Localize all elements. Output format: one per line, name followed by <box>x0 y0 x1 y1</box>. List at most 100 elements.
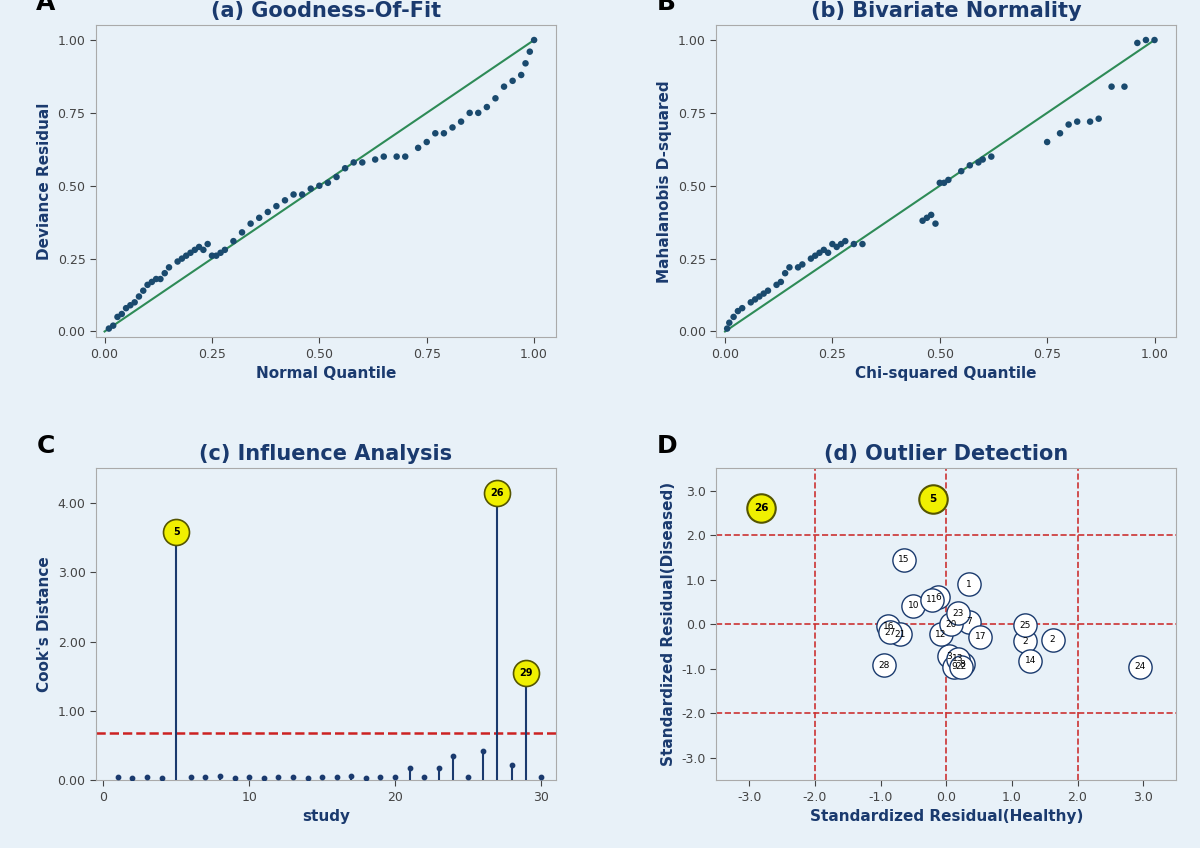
Point <box>151 272 170 286</box>
Point <box>138 278 157 292</box>
Y-axis label: Cook's Distance: Cook's Distance <box>37 556 52 692</box>
Point <box>823 237 842 251</box>
Point <box>971 630 990 644</box>
Point <box>460 106 479 120</box>
Point <box>973 153 992 166</box>
Point <box>890 628 910 641</box>
Point <box>1130 660 1150 673</box>
Text: 7: 7 <box>966 617 972 627</box>
Point <box>190 240 209 254</box>
Point <box>469 106 488 120</box>
Point <box>122 772 142 785</box>
Point <box>1136 33 1156 47</box>
Point <box>944 660 964 673</box>
Point <box>108 770 127 784</box>
X-axis label: Standardized Residual(Healthy): Standardized Residual(Healthy) <box>810 809 1082 824</box>
Point <box>728 304 748 318</box>
Point <box>1080 114 1099 128</box>
Text: 23: 23 <box>953 609 964 617</box>
Point <box>881 626 900 639</box>
Point <box>258 205 277 219</box>
Point <box>732 301 751 315</box>
Text: 5: 5 <box>930 494 937 504</box>
Text: 9: 9 <box>952 662 956 671</box>
Point <box>751 502 770 516</box>
Point <box>875 658 894 672</box>
Point <box>960 159 979 172</box>
Point <box>948 606 967 620</box>
Point <box>810 246 829 259</box>
Point <box>233 226 252 239</box>
Point <box>767 278 786 292</box>
Point <box>336 161 355 175</box>
Point <box>780 260 799 274</box>
Point <box>1050 126 1069 140</box>
Point <box>211 246 230 259</box>
Title: (b) Bivariate Normality: (b) Bivariate Normality <box>811 1 1081 21</box>
Text: 27: 27 <box>884 628 896 637</box>
Point <box>1115 80 1134 93</box>
Point <box>385 770 404 784</box>
Point <box>301 181 320 195</box>
Point <box>742 296 761 310</box>
Point <box>524 33 544 47</box>
Point <box>724 310 743 324</box>
Point <box>929 591 948 605</box>
Point <box>1060 118 1079 131</box>
Point <box>960 615 979 628</box>
Text: 25: 25 <box>1019 621 1031 629</box>
Point <box>1015 634 1034 648</box>
Point <box>181 246 200 259</box>
Point <box>240 771 259 784</box>
Point <box>982 150 1001 164</box>
Point <box>750 290 769 304</box>
Point <box>103 319 122 332</box>
Point <box>353 156 372 170</box>
Point <box>283 771 302 784</box>
Point <box>1145 33 1164 47</box>
Text: 2: 2 <box>1050 635 1055 644</box>
Text: 12: 12 <box>935 629 947 639</box>
Text: B: B <box>656 0 676 15</box>
Point <box>853 237 872 251</box>
Point <box>948 652 967 666</box>
Point <box>793 258 812 271</box>
Point <box>284 187 304 201</box>
Point <box>371 771 390 784</box>
Text: 20: 20 <box>946 620 958 628</box>
Point <box>430 762 449 775</box>
Text: C: C <box>36 433 55 458</box>
Y-axis label: Mahalanobis D-squared: Mahalanobis D-squared <box>658 80 672 282</box>
Point <box>894 553 913 566</box>
Point <box>772 275 791 288</box>
Text: 17: 17 <box>974 633 986 641</box>
Point <box>904 599 923 612</box>
Point <box>173 252 192 265</box>
Point <box>952 660 971 673</box>
Point <box>942 617 961 631</box>
Point <box>835 234 854 248</box>
Point <box>1021 654 1040 667</box>
Text: 14: 14 <box>1025 656 1036 666</box>
Point <box>953 657 972 671</box>
Point <box>718 321 737 335</box>
Point <box>938 173 958 187</box>
Point <box>130 290 149 304</box>
Point <box>924 492 943 505</box>
Point <box>198 237 217 251</box>
Point <box>181 770 200 784</box>
Text: 22: 22 <box>955 662 966 671</box>
Point <box>196 771 215 784</box>
Point <box>356 772 376 785</box>
Point <box>318 176 337 190</box>
Point <box>832 237 851 251</box>
Point <box>224 234 244 248</box>
Point <box>215 243 234 257</box>
Text: 10: 10 <box>907 601 919 610</box>
Text: 11: 11 <box>926 595 937 605</box>
Point <box>121 298 140 312</box>
Title: (c) Influence Analysis: (c) Influence Analysis <box>199 444 452 464</box>
Point <box>1043 633 1062 647</box>
Point <box>458 771 478 784</box>
Text: 29: 29 <box>520 667 533 678</box>
